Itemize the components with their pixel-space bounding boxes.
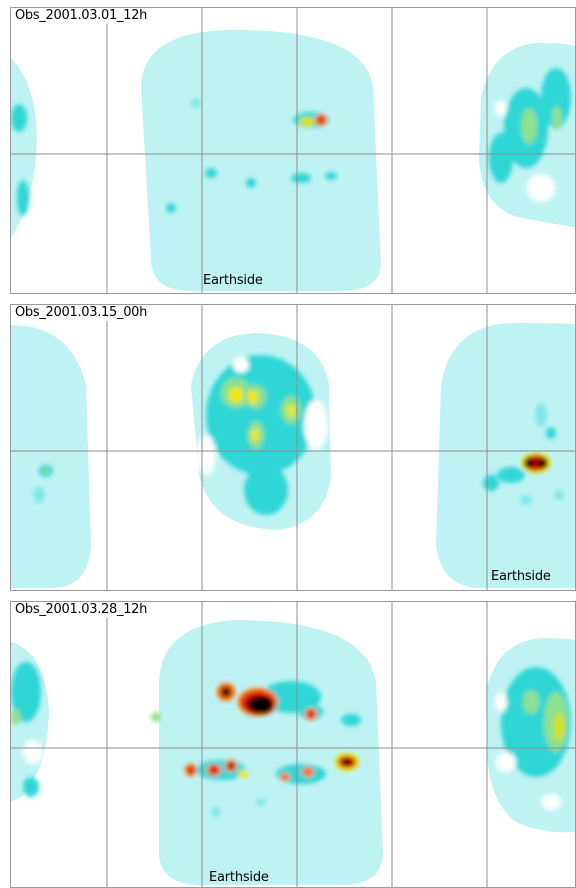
earthside-label: Earthside <box>203 273 263 288</box>
map-panel-3: Obs_2001.03.28_12h Earthside <box>10 601 576 888</box>
features-left-1 <box>11 104 29 216</box>
features-center-3 <box>151 681 361 817</box>
earthside-label: Earthside <box>491 569 551 584</box>
grid-lines-1 <box>11 8 575 293</box>
disk-center <box>141 29 381 291</box>
observation-label: Obs_2001.03.01_12h <box>13 8 150 24</box>
features-center-1 <box>166 98 337 213</box>
map-panel-2: Obs_2001.03.15_00h Earthside <box>10 304 576 591</box>
observation-label: Obs_2001.03.28_12h <box>13 602 150 618</box>
map-panel-1: Obs_2001.03.01_12h Earthside <box>10 7 576 294</box>
features-left-3 <box>11 662 43 797</box>
earthside-label: Earthside <box>209 870 269 885</box>
features-right-3 <box>495 667 571 810</box>
disk-left <box>11 325 91 588</box>
features-center-2 <box>196 355 328 515</box>
grid-lines-2 <box>11 305 575 590</box>
disk-right <box>436 323 575 588</box>
grid-lines-3 <box>11 602 575 887</box>
intensity-map-2 <box>11 305 575 590</box>
features-right-1 <box>489 68 571 202</box>
intensity-map-3 <box>11 602 575 887</box>
features-left-2 <box>33 465 53 503</box>
features-right-2 <box>483 403 564 505</box>
observation-label: Obs_2001.03.15_00h <box>13 305 150 321</box>
disk-center <box>159 620 383 885</box>
intensity-map-1 <box>11 8 575 293</box>
